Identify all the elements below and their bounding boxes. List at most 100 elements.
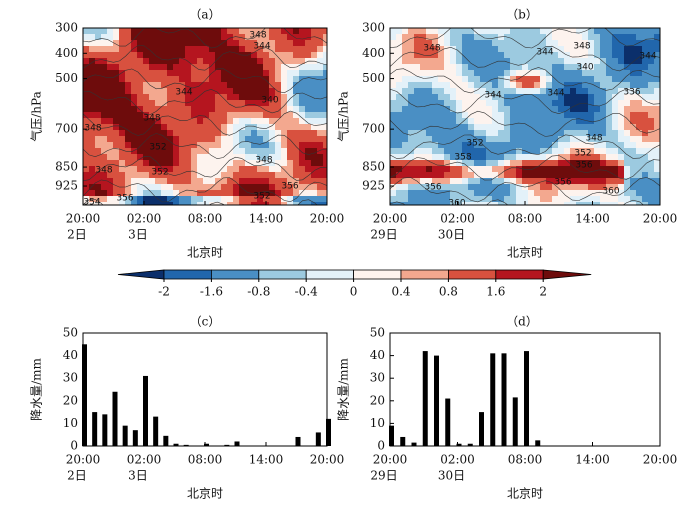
heatmap-cell (396, 124, 403, 131)
heatmap-cell (570, 148, 577, 155)
heatmap-cell (606, 202, 613, 205)
heatmap-cell (323, 52, 327, 59)
heatmap-cell (420, 70, 427, 77)
heatmap-cell (323, 160, 327, 167)
heatmap-cell (588, 148, 595, 155)
heatmap-cell (149, 196, 156, 203)
heatmap-cell (504, 118, 511, 125)
heatmap-cell (167, 34, 174, 41)
heatmap-cell (540, 40, 547, 47)
heatmap-cell (101, 94, 108, 101)
heatmap-cell (426, 172, 433, 179)
heatmap-cell (197, 28, 204, 35)
heatmap-cell (438, 106, 445, 113)
heatmap-cell (83, 58, 90, 65)
heatmap-cell (167, 190, 174, 197)
heatmap-cell (209, 64, 216, 71)
y-axis-label: 气压/hPa (29, 91, 44, 141)
heatmap-cell (414, 46, 421, 53)
heatmap-cell (438, 190, 445, 197)
heatmap-cell (131, 28, 138, 35)
heatmap-cell (215, 58, 222, 65)
heatmap-cell (552, 88, 559, 95)
heatmap-cell (558, 178, 565, 185)
heatmap-cell (209, 148, 216, 155)
heatmap-cell (95, 88, 102, 95)
heatmap-cell (576, 130, 583, 137)
heatmap-cell (107, 64, 114, 71)
heatmap-cell (402, 202, 409, 205)
heatmap-cell (420, 154, 427, 161)
heatmap-cell (576, 58, 583, 65)
heatmap-cell (305, 124, 312, 131)
heatmap-cell (221, 52, 228, 59)
panel-title: （c） (190, 315, 221, 329)
heatmap-cell (444, 184, 451, 191)
heatmap-cell (131, 106, 138, 113)
heatmap-cell (233, 136, 240, 143)
heatmap-cell (414, 112, 421, 119)
heatmap-cell (426, 70, 433, 77)
heatmap-cell (450, 46, 457, 53)
heatmap-cell (534, 88, 541, 95)
heatmap-cell (498, 166, 505, 173)
heatmap-cell (402, 76, 409, 83)
heatmap-cell (269, 178, 276, 185)
heatmap-cell (275, 148, 282, 155)
heatmap-cell (293, 196, 300, 203)
heatmap-cell (95, 46, 102, 53)
heatmap-cell (636, 178, 643, 185)
heatmap-cell (456, 160, 463, 167)
heatmap-cell (402, 52, 409, 59)
heatmap-cell (251, 106, 258, 113)
heatmap-cell (149, 124, 156, 131)
heatmap-cell (113, 202, 120, 205)
heatmap-cell (600, 136, 607, 143)
heatmap-cell (648, 82, 655, 89)
y-tick-label: 300 (362, 21, 385, 35)
heatmap-cell (564, 100, 571, 107)
heatmap-cell (215, 184, 222, 191)
heatmap-cell (504, 46, 511, 53)
heatmap-cell (576, 112, 583, 119)
x-tick-label: 20:00 (66, 212, 101, 226)
heatmap-cell (323, 190, 327, 197)
heatmap-cell (468, 172, 475, 179)
heatmap-cell (233, 148, 240, 155)
heatmap-cell (197, 190, 204, 197)
heatmap-cell (654, 136, 660, 143)
heatmap-cell (263, 118, 270, 125)
heatmap-cell (293, 136, 300, 143)
heatmap-cell (540, 142, 547, 149)
heatmap-cell (287, 178, 294, 185)
heatmap-cell (83, 136, 90, 143)
heatmap-cell (317, 34, 324, 41)
heatmap-cell (311, 94, 318, 101)
heatmap-cell (504, 58, 511, 65)
heatmap-cell (462, 202, 469, 205)
heatmap-cell (534, 34, 541, 41)
heatmap-cell (636, 112, 643, 119)
heatmap-cell (227, 142, 234, 149)
heatmap-cell (95, 52, 102, 59)
contour-line (390, 134, 660, 159)
bar (224, 444, 230, 446)
heatmap-cell (287, 154, 294, 161)
heatmap-cell (396, 190, 403, 197)
heatmap-cell (528, 184, 535, 191)
contour-label: 344 (175, 88, 192, 98)
heatmap-cell (498, 64, 505, 71)
heatmap-cell (287, 124, 294, 131)
heatmap-cell (558, 172, 565, 179)
heatmap-cell (191, 64, 198, 71)
heatmap-cell (432, 58, 439, 65)
heatmap-cell (510, 184, 517, 191)
y-tick-label: 400 (362, 46, 385, 60)
heatmap-cell (257, 190, 264, 197)
heatmap-cell (221, 64, 228, 71)
heatmap-cell (486, 124, 493, 131)
heatmap-cell (197, 88, 204, 95)
heatmap-cell (323, 142, 327, 149)
heatmap-cell (528, 142, 535, 149)
heatmap-cell (516, 46, 523, 53)
